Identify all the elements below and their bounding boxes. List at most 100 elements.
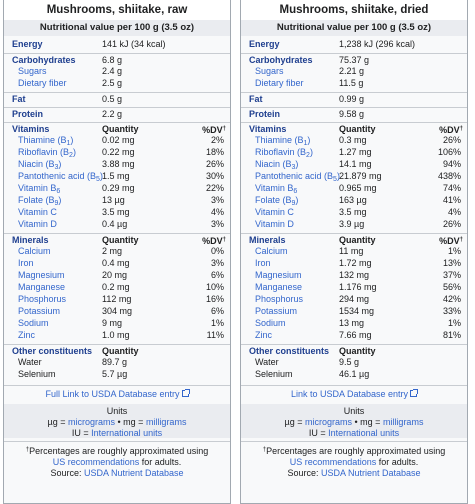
mineral-name[interactable]: Iron [255, 258, 271, 268]
protein-label[interactable]: Protein [249, 109, 281, 119]
source-label: Source: [50, 468, 84, 478]
vitamin-name[interactable]: Niacin (B3) [255, 158, 298, 174]
vitamin-name[interactable]: Vitamin C [255, 206, 294, 218]
mineral-name[interactable]: Calcium [18, 246, 51, 256]
vitamin-name[interactable]: Vitamin D [255, 218, 294, 230]
vitamin-name[interactable]: Folate (B9) [255, 194, 298, 210]
dietary-fiber-value: 11.5 g [339, 78, 364, 88]
vitamin-name[interactable]: Vitamin C [18, 206, 57, 218]
energy-label[interactable]: Energy [249, 39, 280, 49]
dv-footnote-mark[interactable]: † [459, 237, 463, 243]
mineral-name[interactable]: Iron [18, 258, 34, 268]
quantity-header: Quantity [102, 235, 139, 245]
carbohydrates-label[interactable]: Carbohydrates [12, 55, 76, 65]
recommendations-line: US recommendations for adults. [4, 457, 230, 468]
milligrams-link[interactable]: milligrams [382, 417, 424, 427]
mineral-name[interactable]: Calcium [255, 246, 288, 256]
vitamin-name[interactable]: Riboflavin (B2) [255, 146, 313, 162]
quantity-header: Quantity [102, 124, 139, 134]
mineral-quantity: 132 mg [339, 270, 370, 280]
vitamins-label[interactable]: Vitamins [12, 124, 50, 134]
vitamin-name-tail: ) [295, 195, 299, 205]
vitamin-name[interactable]: Pantothenic acid (B5) [255, 170, 340, 186]
table-row: Protein 2.2 g [4, 107, 230, 120]
mineral-name[interactable]: Zinc [255, 330, 273, 340]
table-row: Minerals Quantity %DV† [241, 233, 467, 246]
dietary-fiber-label[interactable]: Dietary fiber [18, 78, 67, 88]
usda-database-link-text[interactable]: Full Link to USDA Database entry [45, 389, 180, 399]
table-row: Other constituents Quantity [4, 344, 230, 357]
vitamin-name-tail: ) [336, 171, 340, 181]
vitamin-quantity: 21.879 mg [339, 171, 382, 181]
micrograms-link[interactable]: micrograms [305, 417, 353, 427]
vitamin-name-tail: ) [58, 195, 62, 205]
vitamin-name-text: Riboflavin (B [255, 147, 307, 157]
vitamin-name[interactable]: Riboflavin (B2) [18, 146, 76, 162]
usda-database-link[interactable]: Full Link to USDA Database entry [4, 385, 230, 402]
international-units-link[interactable]: International units [328, 428, 400, 438]
mineral-name[interactable]: Magnesium [255, 270, 302, 280]
vitamin-name[interactable]: Vitamin B6 [18, 182, 60, 198]
mineral-name[interactable]: Potassium [18, 306, 61, 316]
vitamin-name[interactable]: Vitamin D [18, 218, 57, 230]
constituent-quantity: 46.1 µg [339, 369, 370, 379]
mineral-name[interactable]: Manganese [255, 282, 303, 292]
percentage-note-text: Percentages are roughly approximated usi… [266, 446, 446, 456]
minerals-label[interactable]: Minerals [12, 235, 49, 245]
mineral-dv: 37% [442, 270, 461, 280]
mineral-name[interactable]: Manganese [18, 282, 66, 292]
international-units-link[interactable]: International units [91, 428, 163, 438]
mineral-name[interactable]: Magnesium [18, 270, 65, 280]
vitamin-name[interactable]: Pantothenic acid (B5) [18, 170, 103, 186]
mineral-name[interactable]: Phosphorus [255, 294, 304, 304]
mineral-dv: 1% [210, 318, 224, 328]
protein-label[interactable]: Protein [12, 109, 44, 119]
mineral-name[interactable]: Zinc [18, 330, 36, 340]
dv-footnote-mark[interactable]: † [222, 237, 226, 243]
dietary-fiber-label[interactable]: Dietary fiber [255, 78, 304, 88]
source-label: Source: [287, 468, 321, 478]
vitamins-label[interactable]: Vitamins [249, 124, 287, 134]
usda-nutrient-database-link[interactable]: USDA Nutrient Database [83, 468, 184, 478]
mineral-name[interactable]: Phosphorus [18, 294, 67, 304]
vitamin-name[interactable]: Thiamine (B1) [255, 134, 310, 150]
usda-database-link[interactable]: Link to USDA Database entry [241, 385, 467, 402]
vitamin-name[interactable]: Folate (B9) [18, 194, 61, 210]
mineral-name[interactable]: Potassium [255, 306, 298, 316]
sugars-value: 2.4 g [102, 66, 123, 76]
panel-title: Mushrooms, shiitake, raw [4, 0, 230, 20]
vitamin-dv: 26% [205, 159, 224, 169]
usda-database-link-text[interactable]: Link to USDA Database entry [290, 389, 409, 399]
table-row: Iron 1.72 mg 13% [241, 257, 467, 269]
dv-header-label: %DV [202, 125, 223, 135]
vitamin-quantity: 0.29 mg [102, 183, 135, 193]
fat-label[interactable]: Fat [249, 94, 263, 104]
vitamin-name[interactable]: Niacin (B3) [18, 158, 61, 174]
carbohydrates-label[interactable]: Carbohydrates [249, 55, 313, 65]
us-recommendations-link[interactable]: US recommendations [289, 457, 377, 467]
usda-nutrient-database-link[interactable]: USDA Nutrient Database [320, 468, 421, 478]
constituent-name: Selenium [18, 369, 56, 379]
fat-label[interactable]: Fat [12, 94, 26, 104]
units-text: • mg = [352, 417, 383, 427]
milligrams-link[interactable]: milligrams [145, 417, 187, 427]
us-recommendations-link[interactable]: US recommendations [52, 457, 140, 467]
mineral-name[interactable]: Sodium [18, 318, 49, 328]
vitamin-subscript: 6 [293, 188, 298, 195]
vitamin-quantity: 0.3 mg [339, 135, 367, 145]
vitamin-name-tail: ) [309, 147, 313, 157]
vitamin-name[interactable]: Thiamine (B1) [18, 134, 73, 150]
units-text: • mg = [115, 417, 146, 427]
mineral-name[interactable]: Sodium [255, 318, 286, 328]
quantity-header: Quantity [339, 124, 376, 134]
minerals-label[interactable]: Minerals [249, 235, 286, 245]
vitamin-name[interactable]: Vitamin B6 [255, 182, 297, 198]
energy-label[interactable]: Energy [12, 39, 43, 49]
dv-footnote-mark[interactable]: † [459, 126, 463, 132]
micrograms-link[interactable]: micrograms [68, 417, 116, 427]
sugars-label[interactable]: Sugars [255, 66, 284, 76]
vitamin-name-text: Vitamin D [18, 219, 57, 229]
table-row: Pantothenic acid (B5) 21.879 mg 438% [241, 170, 467, 183]
sugars-label[interactable]: Sugars [18, 66, 47, 76]
dv-footnote-mark[interactable]: † [222, 126, 226, 132]
